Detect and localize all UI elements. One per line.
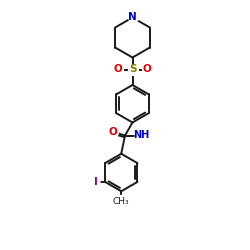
Text: CH₃: CH₃	[113, 197, 130, 206]
Text: O: O	[114, 64, 122, 74]
Text: S: S	[129, 64, 136, 74]
Text: N: N	[128, 12, 137, 22]
Text: I: I	[94, 177, 98, 187]
Text: O: O	[108, 127, 117, 137]
Text: O: O	[142, 64, 152, 74]
Text: NH: NH	[133, 130, 150, 140]
